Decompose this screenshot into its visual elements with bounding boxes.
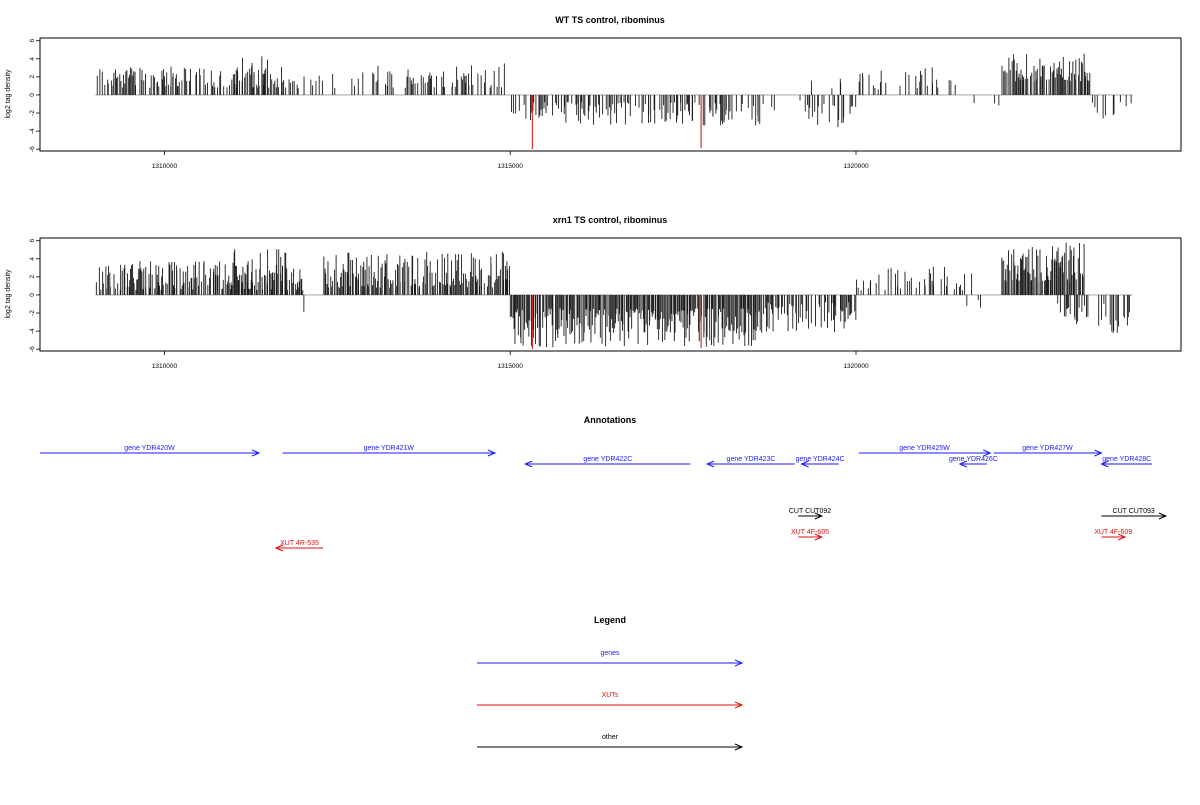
panel-title: WT TS control, ribominus — [555, 15, 665, 25]
feature-label: gene YDR423C — [727, 456, 776, 463]
feature-gene-arrow: gene YDR426C — [949, 456, 998, 468]
legend-item-other: other — [477, 734, 744, 751]
x-tick-label: 1310000 — [152, 363, 178, 370]
feature-xut-arrow: XUT 4F-609 — [1094, 529, 1132, 541]
y-axis-label: log2 tag density — [5, 69, 12, 119]
arrow-head — [814, 512, 824, 520]
arrow-head — [734, 701, 744, 709]
feature-gene-arrow: gene YDR421W — [282, 445, 497, 457]
feature-label: gene YDR425W — [899, 445, 950, 452]
arrow-head — [1158, 512, 1168, 520]
arrow-head — [983, 449, 992, 457]
feature-tracks: gene YDR420W gene YDR421W gene YDR422C gene… — [40, 445, 1168, 552]
bar-series — [95, 242, 1133, 350]
feature-label: gene YDR426C — [949, 456, 998, 463]
feature-xut-arrow: XUT 4F-605 — [791, 529, 829, 541]
feature-other-arrow: CUT CUT092 — [789, 508, 831, 520]
y-tick-label: 2 — [29, 75, 36, 79]
arrow-head — [274, 544, 284, 552]
feature-gene-arrow: gene YDR428C — [1100, 456, 1152, 468]
feature-label: gene YDR420W — [124, 445, 175, 452]
arrow-head — [734, 659, 744, 667]
feature-gene-arrow: gene YDR427W — [993, 445, 1103, 457]
legend-items: genes XUTs other — [477, 650, 744, 751]
y-tick-label: -2 — [29, 310, 36, 316]
x-tick-label: 1315000 — [498, 363, 524, 370]
plot-frame — [39, 237, 1182, 352]
annotations-title: Annotations — [584, 415, 637, 425]
legend-label: genes — [600, 650, 620, 657]
y-tick-label: 6 — [29, 239, 36, 243]
y-tick-label: 0 — [29, 93, 36, 97]
y-tick-label: 4 — [29, 57, 36, 61]
y-tick-label: 6 — [29, 39, 36, 43]
feature-label: gene YDR424C — [796, 456, 845, 463]
arrow-head — [487, 449, 497, 457]
arrow-head — [523, 460, 533, 468]
wt-density-panel: WT TS control, ribominus log2 tag densit… — [5, 15, 1182, 170]
feature-label: gene YDR427W — [1022, 445, 1073, 452]
x-tick-label: 1320000 — [843, 163, 869, 170]
feature-label: CUT CUT093 — [1113, 508, 1155, 515]
legend-label: other — [602, 734, 619, 741]
feature-other-arrow: CUT CUT093 — [1101, 508, 1168, 520]
y-tick-label: -6 — [29, 146, 36, 152]
arrow-head — [814, 533, 824, 541]
xrn1-density-panel: xrn1 TS control, ribominus log2 tag dens… — [5, 215, 1182, 370]
feature-gene-arrow: gene YDR422C — [523, 456, 691, 468]
x-tick-label: 1320000 — [843, 363, 869, 370]
annotations-panel: Annotations gene YDR420W gene YDR421Wgene… — [40, 415, 1168, 552]
feature-label: XUT 4R-535 — [280, 540, 319, 547]
feature-label: gene YDR422C — [583, 456, 632, 463]
y-axis-label: log2 tag density — [5, 269, 12, 319]
arrow-head — [958, 460, 968, 468]
feature-gene-arrow: gene YDR424C — [796, 456, 845, 468]
axis-ticks: -6 -4 -2 0 2 4 6 1310000 1315000 1320000 — [29, 39, 869, 170]
y-tick-label: -6 — [29, 346, 36, 352]
feature-xut-arrow: XUT 4R-535 — [274, 540, 324, 552]
feature-label: CUT CUT092 — [789, 508, 831, 515]
arrow-head — [800, 460, 809, 468]
legend-item-gene: genes — [477, 650, 744, 667]
feature-gene-arrow: gene YDR423C — [705, 456, 795, 468]
legend-title: Legend — [594, 615, 626, 625]
arrow-head — [1094, 449, 1103, 457]
arrow-head — [251, 449, 261, 457]
feature-gene-arrow: gene YDR420W — [40, 445, 261, 457]
legend-panel: Legend genes XUTs other — [477, 615, 744, 751]
y-tick-label: -4 — [29, 328, 36, 334]
feature-gene-arrow: gene YDR425W — [858, 445, 992, 457]
plot-frame — [39, 37, 1182, 152]
y-tick-label: -2 — [29, 110, 36, 116]
feature-label: XUT 4F-609 — [1094, 529, 1132, 536]
x-tick-label: 1310000 — [152, 163, 178, 170]
axis-ticks: -6 -4 -2 0 2 4 6 1310000 1315000 1320000 — [29, 239, 869, 370]
y-tick-label: -4 — [29, 128, 36, 134]
arrow-head — [1100, 460, 1109, 468]
arrow-head — [734, 743, 744, 751]
y-tick-label: 2 — [29, 275, 36, 279]
y-tick-label: 4 — [29, 257, 36, 261]
feature-label: gene YDR421W — [364, 445, 415, 452]
y-tick-label: 0 — [29, 293, 36, 297]
arrow-head — [1117, 533, 1127, 541]
panel-title: xrn1 TS control, ribominus — [553, 215, 668, 225]
bar-series — [95, 53, 1133, 150]
arrow-head — [705, 460, 715, 468]
feature-label: XUT 4F-605 — [791, 529, 829, 536]
legend-label: XUTs — [602, 692, 619, 699]
feature-label: gene YDR428C — [1102, 456, 1151, 463]
x-tick-label: 1315000 — [498, 163, 524, 170]
legend-item-xut: XUTs — [477, 692, 744, 709]
